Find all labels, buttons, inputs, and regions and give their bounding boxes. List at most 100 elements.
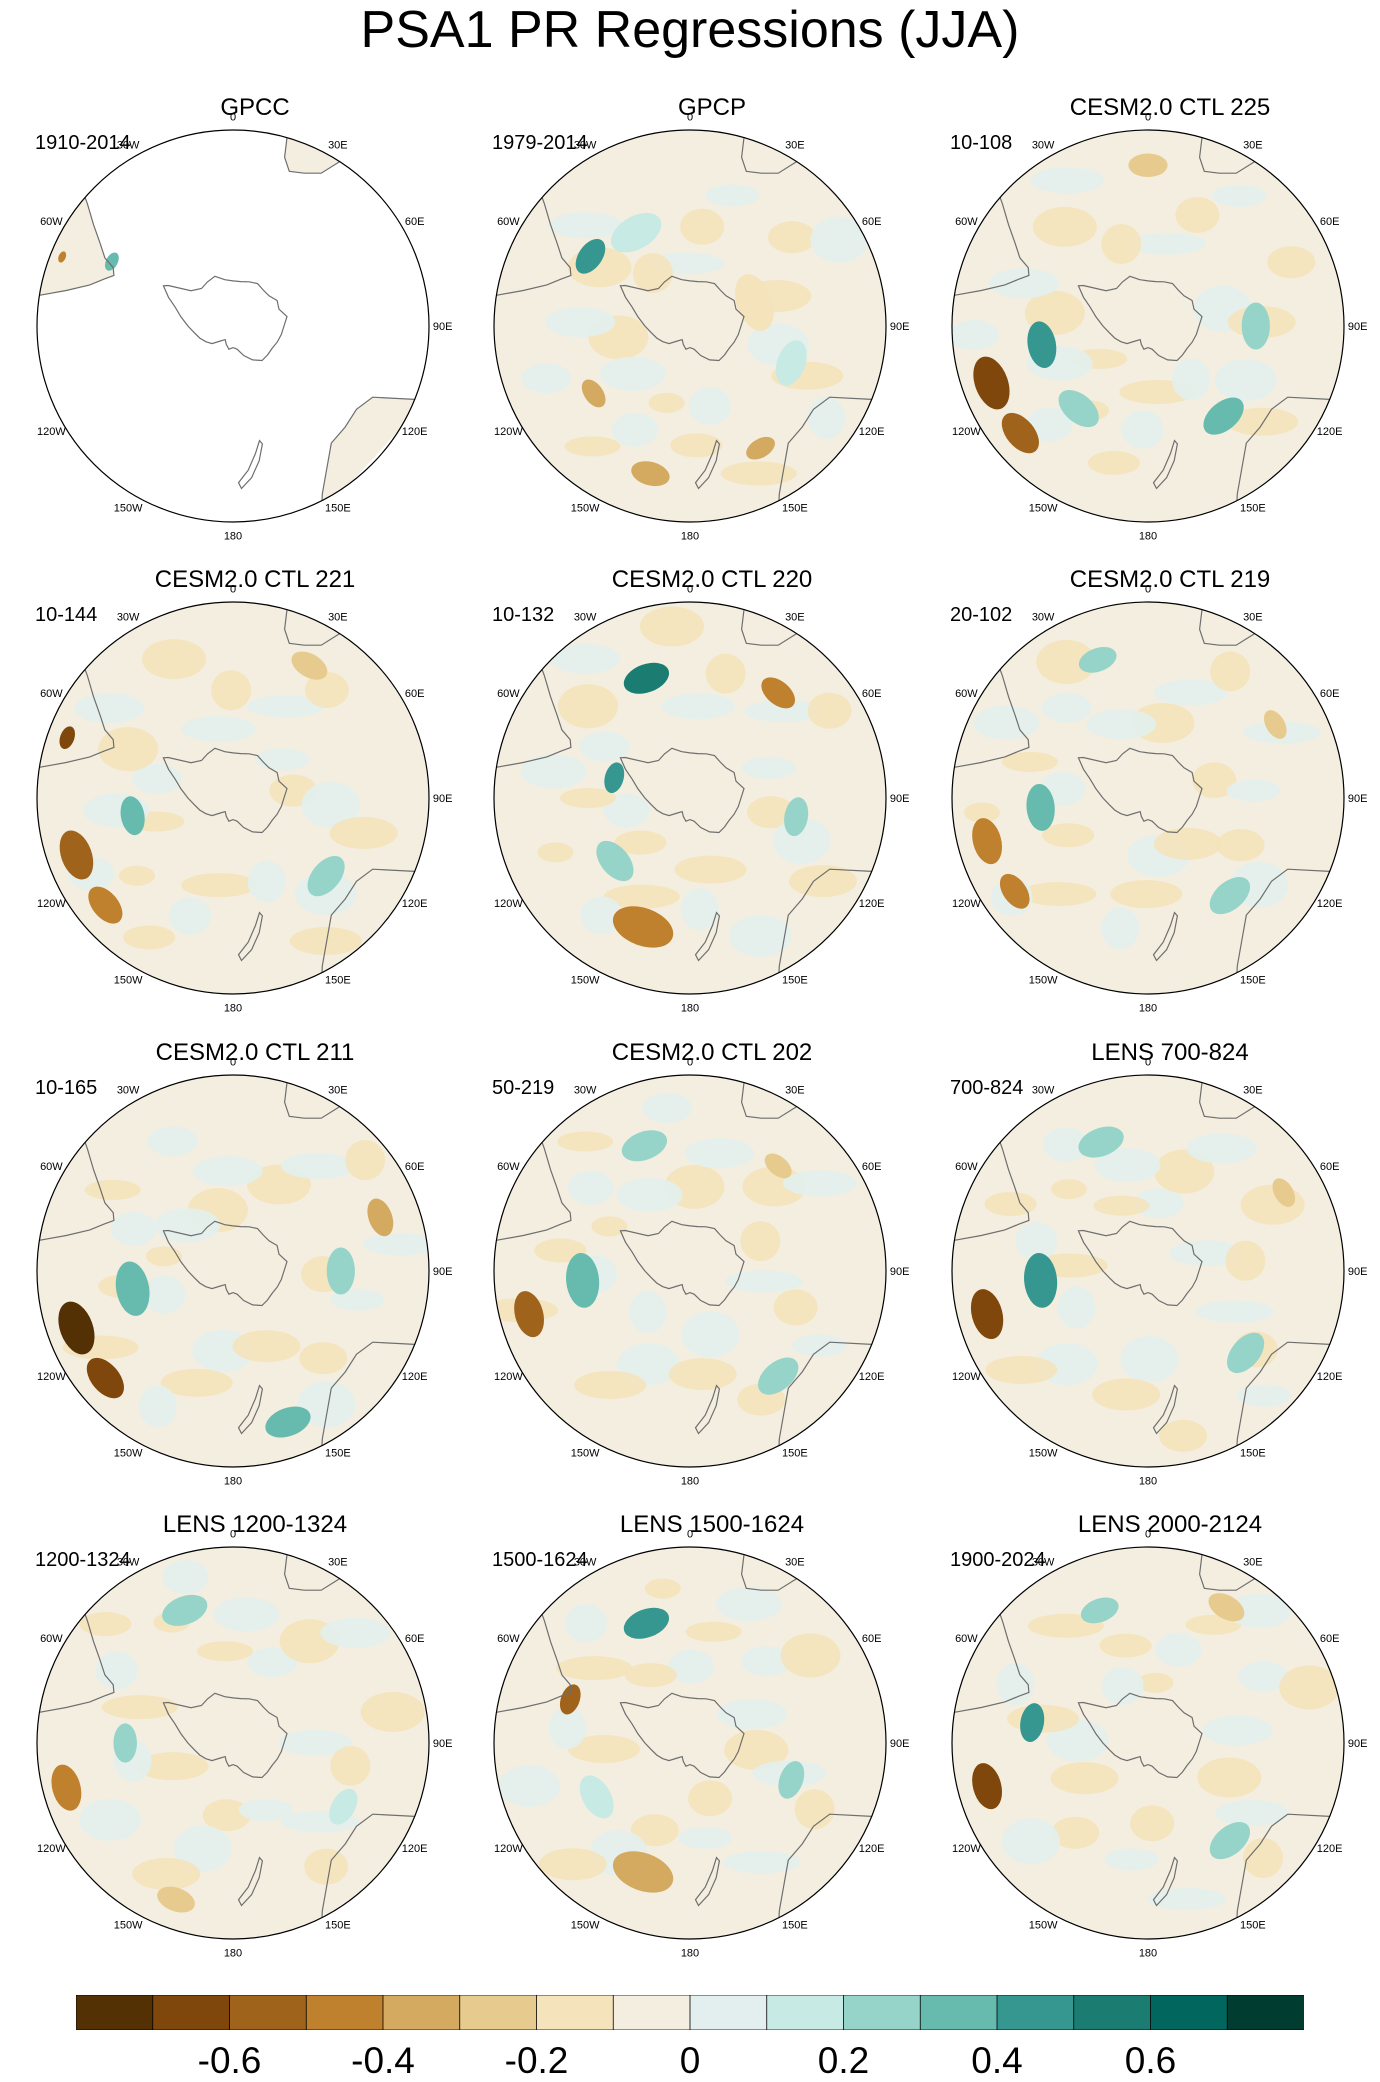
anomaly-region <box>367 1198 394 1237</box>
longitude-label: 120E <box>402 1843 428 1855</box>
map-border <box>36 1074 430 1468</box>
anomaly-region <box>610 212 662 253</box>
longitude-label: 60E <box>862 688 882 700</box>
anomaly-region <box>973 356 1010 410</box>
anomaly-region <box>211 670 252 711</box>
anomaly-region <box>735 274 774 331</box>
anomaly-region <box>1036 639 1097 684</box>
longitude-label: 150E <box>325 975 351 987</box>
anomaly-region <box>1120 1336 1179 1383</box>
anomaly-region <box>678 1826 733 1849</box>
longitude-label: 150E <box>325 1448 351 1460</box>
map-panel: GPCP 1979-2014 0 30E 60E 90E 120E 150E 180 150W 12… <box>492 88 932 548</box>
panel-period-label: 700-824 <box>950 1077 1024 1099</box>
anomaly-region <box>1133 1188 1184 1219</box>
colorbar-swatch <box>919 1995 998 2030</box>
anomaly-region <box>514 1291 545 1338</box>
longitude-label: 30E <box>1243 1084 1263 1096</box>
longitude-label: 150W <box>114 1448 143 1460</box>
anomaly-region <box>564 1604 607 1643</box>
panel-title: CESM2.0 CTL 221 <box>154 566 356 593</box>
longitude-label: 150W <box>571 1448 600 1460</box>
longitude-label: 30E <box>1243 1556 1263 1568</box>
anomaly-region <box>579 1775 614 1819</box>
anomaly-region <box>807 397 846 440</box>
anomaly-region <box>1110 880 1183 909</box>
coastline <box>1236 396 1330 501</box>
anomaly-region <box>147 1126 198 1157</box>
coastline <box>237 439 264 490</box>
anomaly-region <box>1209 1822 1251 1860</box>
map-panel: CESM2.0 CTL 219 20-102 0 30E 60E 90E 120E 150E 1… <box>950 560 1380 1020</box>
longitude-label: 120W <box>952 1843 981 1855</box>
anomaly-region <box>1197 1757 1262 1798</box>
map-border <box>493 129 887 523</box>
anomaly-region <box>1225 1593 1292 1628</box>
colorbar-tick-label: 0.6 <box>1124 2040 1177 2081</box>
anomaly-region <box>1243 1838 1284 1879</box>
longitude-label: 180 <box>681 1476 699 1488</box>
anomaly-region <box>1127 232 1206 255</box>
anomaly-region <box>520 754 587 789</box>
anomaly-region <box>630 1814 679 1847</box>
longitude-label: 120E <box>1317 898 1343 910</box>
anomaly-region <box>160 1368 233 1397</box>
anomaly-region <box>58 251 67 263</box>
anomaly-region <box>255 748 310 771</box>
longitude-label: 120W <box>952 426 981 438</box>
coastline <box>283 1554 341 1591</box>
longitude-label: 60E <box>862 1633 882 1645</box>
longitude-label: 0 <box>230 583 236 595</box>
longitude-label: 60W <box>497 688 520 700</box>
anomaly-region <box>142 639 207 680</box>
map-panel: CESM2.0 CTL 221 10-144 0 30E 60E 90E 120E 150E 1… <box>35 560 475 1020</box>
anomaly-region <box>560 788 617 808</box>
anomaly-region <box>705 653 746 694</box>
anomaly-region <box>86 1357 124 1399</box>
panel-period-label: 1500-1624 <box>492 1549 588 1571</box>
coastline <box>162 275 288 362</box>
coastline <box>694 1384 721 1435</box>
anomaly-region <box>1128 153 1168 178</box>
anomaly-region <box>984 1191 1037 1216</box>
coastline <box>1198 137 1256 174</box>
anomaly-region <box>329 1788 358 1825</box>
colorbar-tick-label: -0.2 <box>504 2040 569 2081</box>
panel-period-label: 20-102 <box>950 604 1013 626</box>
colorbar-tick-label: 0 <box>679 2040 701 2081</box>
longitude-label: 60E <box>405 1161 425 1173</box>
anomaly-region <box>631 461 670 487</box>
longitude-label: 150E <box>325 1920 351 1932</box>
anomaly-region <box>1101 907 1140 950</box>
anomaly-region <box>591 1216 628 1237</box>
longitude-label: 60W <box>955 688 978 700</box>
coastline <box>1077 747 1203 834</box>
anomaly-region <box>1099 1633 1152 1658</box>
colorbar-swatch <box>612 1995 691 2030</box>
panel-period-label: 1900-2024 <box>950 1549 1046 1571</box>
anomaly-region <box>681 1311 740 1358</box>
longitude-label: 120E <box>402 898 428 910</box>
map-panel: LENS 2000-2124 1900-2024 0 30E 60E 90E 120E 150… <box>950 1505 1380 1965</box>
map-border <box>951 1074 1345 1468</box>
anomaly-region <box>538 1848 607 1881</box>
coastline <box>740 137 798 174</box>
anomaly-region <box>1153 827 1222 860</box>
anomaly-region <box>521 363 572 394</box>
colorbar-swatch <box>305 1995 384 2030</box>
anomaly-region <box>952 320 999 351</box>
map-panel: LENS 1500-1624 1500-1624 0 30E 60E 90E 120E 150… <box>492 1505 932 1965</box>
map-panel: CESM2.0 CTL 211 10-165 0 30E 60E 90E 120E 150E 1… <box>35 1033 475 1493</box>
longitude-label: 60W <box>40 1633 63 1645</box>
longitude-label: 150W <box>114 1920 143 1932</box>
longitude-label: 60W <box>955 1161 978 1173</box>
longitude-label: 120W <box>494 898 523 910</box>
longitude-label: 0 <box>230 1056 236 1068</box>
longitude-label: 60E <box>405 1633 425 1645</box>
longitude-label: 30W <box>117 611 140 623</box>
anomaly-region <box>639 606 704 647</box>
coastline <box>1077 1692 1203 1779</box>
longitude-label: 60E <box>1320 688 1340 700</box>
longitude-label: 150E <box>782 503 808 515</box>
map-panel: LENS 700-824 700-824 0 30E 60E 90E 120E 150E 180… <box>950 1033 1380 1493</box>
